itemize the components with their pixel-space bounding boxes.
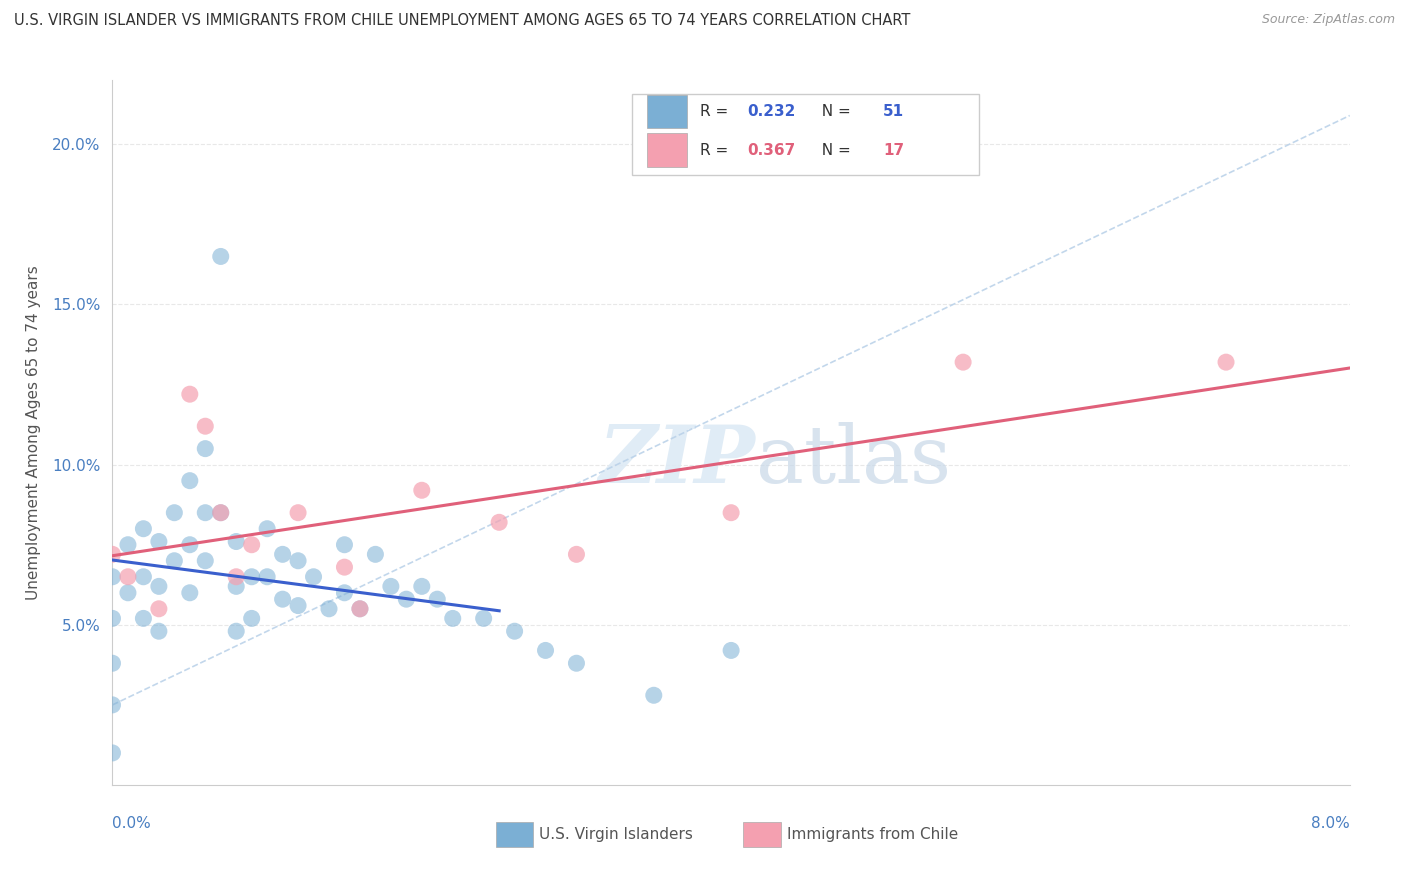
Point: [117, 538, 139, 552]
Point: [287, 554, 309, 568]
Point: [287, 506, 309, 520]
Point: [209, 249, 232, 264]
Point: [333, 586, 356, 600]
Point: [209, 506, 232, 520]
Point: [488, 516, 510, 530]
Text: R =: R =: [700, 104, 734, 119]
Text: 51: 51: [883, 104, 904, 119]
Point: [117, 586, 139, 600]
Text: N =: N =: [811, 104, 855, 119]
Point: [271, 592, 294, 607]
FancyBboxPatch shape: [633, 95, 979, 176]
Point: [179, 586, 201, 600]
Point: [163, 554, 186, 568]
Y-axis label: Unemployment Among Ages 65 to 74 years: Unemployment Among Ages 65 to 74 years: [27, 265, 41, 600]
Point: [117, 570, 139, 584]
FancyBboxPatch shape: [744, 822, 780, 847]
FancyBboxPatch shape: [496, 822, 533, 847]
Text: N =: N =: [811, 143, 855, 158]
Point: [225, 624, 247, 639]
FancyBboxPatch shape: [647, 134, 686, 168]
Point: [411, 483, 433, 498]
Point: [395, 592, 418, 607]
Point: [148, 624, 170, 639]
Point: [194, 442, 217, 456]
Point: [225, 534, 247, 549]
Point: [179, 474, 201, 488]
Point: [441, 611, 464, 625]
Point: [1215, 355, 1237, 369]
Point: [503, 624, 526, 639]
Point: [302, 570, 325, 584]
Point: [101, 657, 124, 671]
Point: [643, 688, 665, 702]
Point: [132, 570, 155, 584]
Point: [101, 611, 124, 625]
Text: Source: ZipAtlas.com: Source: ZipAtlas.com: [1261, 13, 1395, 27]
Point: [194, 419, 217, 434]
Text: 0.367: 0.367: [747, 143, 796, 158]
Point: [163, 506, 186, 520]
Text: U.S. Virgin Islanders: U.S. Virgin Islanders: [540, 828, 693, 842]
Point: [720, 506, 742, 520]
Point: [101, 746, 124, 760]
Point: [240, 611, 263, 625]
Point: [225, 579, 247, 593]
Point: [225, 570, 247, 584]
Text: 0.0%: 0.0%: [112, 815, 152, 830]
Point: [194, 506, 217, 520]
Point: [565, 657, 588, 671]
Point: [132, 611, 155, 625]
Point: [565, 547, 588, 561]
Point: [271, 547, 294, 561]
Point: [240, 538, 263, 552]
Point: [333, 560, 356, 574]
Text: 17: 17: [883, 143, 904, 158]
Point: [411, 579, 433, 593]
Text: Immigrants from Chile: Immigrants from Chile: [787, 828, 957, 842]
Point: [380, 579, 402, 593]
Point: [148, 534, 170, 549]
Point: [148, 601, 170, 615]
Point: [209, 506, 232, 520]
Point: [194, 554, 217, 568]
Point: [720, 643, 742, 657]
Point: [132, 522, 155, 536]
FancyBboxPatch shape: [647, 95, 686, 128]
Point: [148, 579, 170, 593]
Text: 8.0%: 8.0%: [1310, 815, 1350, 830]
Point: [472, 611, 495, 625]
Point: [240, 570, 263, 584]
Point: [333, 538, 356, 552]
Point: [426, 592, 449, 607]
Point: [287, 599, 309, 613]
Point: [534, 643, 557, 657]
Point: [318, 601, 340, 615]
Point: [179, 387, 201, 401]
Point: [101, 698, 124, 712]
Point: [256, 570, 278, 584]
Point: [364, 547, 387, 561]
Point: [256, 522, 278, 536]
Point: [179, 538, 201, 552]
Text: 0.232: 0.232: [747, 104, 796, 119]
Text: R =: R =: [700, 143, 734, 158]
Point: [349, 601, 371, 615]
Text: ZIP: ZIP: [599, 422, 756, 500]
Text: atlas: atlas: [756, 422, 950, 500]
Point: [952, 355, 974, 369]
Point: [101, 547, 124, 561]
Point: [349, 601, 371, 615]
Text: U.S. VIRGIN ISLANDER VS IMMIGRANTS FROM CHILE UNEMPLOYMENT AMONG AGES 65 TO 74 Y: U.S. VIRGIN ISLANDER VS IMMIGRANTS FROM …: [14, 13, 911, 29]
Point: [101, 570, 124, 584]
